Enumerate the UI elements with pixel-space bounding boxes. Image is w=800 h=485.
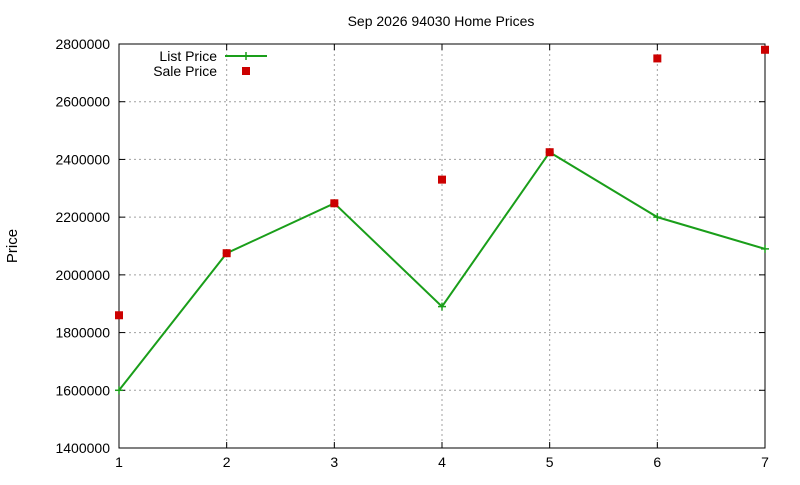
sale-price-point bbox=[545, 148, 554, 157]
y-tick-label: 1600000 bbox=[55, 382, 110, 398]
y-tick-label: 2600000 bbox=[55, 94, 110, 110]
x-tick-label: 7 bbox=[761, 454, 769, 470]
y-tick-label: 1800000 bbox=[55, 325, 110, 341]
y-axis-label: Price bbox=[4, 229, 21, 263]
x-tick-label: 1 bbox=[115, 454, 123, 470]
legend-label-sale-price: Sale Price bbox=[153, 63, 217, 79]
sale-price-point bbox=[222, 249, 231, 258]
x-tick-label: 5 bbox=[546, 454, 554, 470]
series-layer bbox=[115, 45, 769, 395]
chart-title: Sep 2026 94030 Home Prices bbox=[348, 13, 535, 29]
sale-price-point bbox=[653, 54, 662, 63]
list-price-point bbox=[115, 386, 123, 395]
y-tick-label: 2000000 bbox=[55, 267, 110, 283]
x-tick-label: 4 bbox=[438, 454, 446, 470]
x-tick-label: 6 bbox=[653, 454, 661, 470]
sale-price-point bbox=[761, 45, 769, 54]
x-tick-label: 2 bbox=[223, 454, 231, 470]
y-tick-label: 2800000 bbox=[55, 36, 110, 52]
tick-layer: 1400000 1600000 1800000 2000000 2200000 24000… bbox=[55, 36, 769, 470]
sale-price-point bbox=[438, 175, 446, 184]
y-tick-label: 2200000 bbox=[55, 209, 110, 225]
list-price-point bbox=[761, 244, 769, 253]
list-price-point bbox=[653, 213, 662, 222]
x-tick-label: 3 bbox=[330, 454, 338, 470]
y-tick-label: 2400000 bbox=[55, 151, 110, 167]
sale-price-point bbox=[330, 199, 339, 208]
grid-layer bbox=[119, 44, 765, 448]
list-price-point bbox=[438, 302, 446, 311]
sale-price-point bbox=[115, 311, 123, 320]
legend-swatch-sale-price bbox=[242, 67, 250, 75]
y-tick-label: 1400000 bbox=[55, 440, 110, 456]
legend-label-list-price: List Price bbox=[159, 48, 217, 64]
